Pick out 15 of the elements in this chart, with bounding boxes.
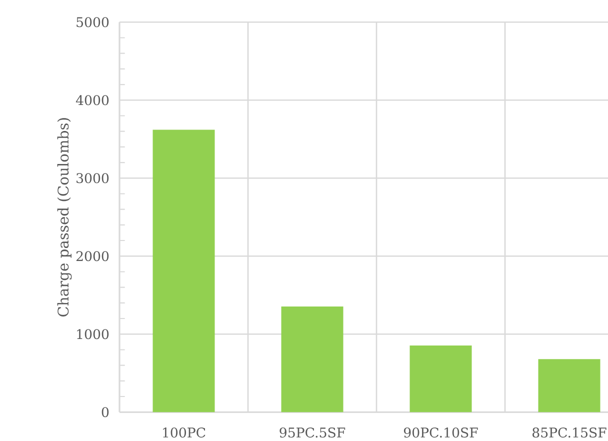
y-tick-label: 3000 (76, 173, 109, 184)
y-tick-label: 4000 (76, 95, 109, 106)
y-tick-label: 0 (102, 407, 109, 418)
y-tick-label: 2000 (76, 251, 109, 262)
y-tick-label: 5000 (76, 17, 109, 28)
x-tick-label: 100PC (163, 427, 206, 438)
bar (281, 306, 344, 412)
bar (152, 130, 215, 412)
x-tick-label: 95PC.5SF (280, 427, 346, 438)
y-axis-title: Charge passed (Coulombs) (57, 118, 72, 316)
x-tick-label: 90PC.10SF (404, 427, 478, 438)
bar (538, 359, 600, 412)
bar (410, 345, 472, 412)
x-tick-label: 85PC.15SF (532, 427, 606, 438)
y-tick-label: 1000 (77, 329, 109, 340)
